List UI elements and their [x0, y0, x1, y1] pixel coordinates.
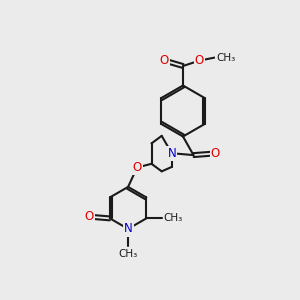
Text: N: N [167, 147, 176, 160]
Text: O: O [160, 54, 169, 67]
Text: CH₃: CH₃ [163, 213, 182, 224]
Text: O: O [133, 161, 142, 174]
Text: CH₃: CH₃ [216, 52, 235, 63]
Text: O: O [211, 147, 220, 160]
Text: CH₃: CH₃ [118, 249, 138, 259]
Text: O: O [195, 54, 204, 67]
Text: N: N [124, 222, 133, 236]
Text: O: O [84, 210, 94, 224]
